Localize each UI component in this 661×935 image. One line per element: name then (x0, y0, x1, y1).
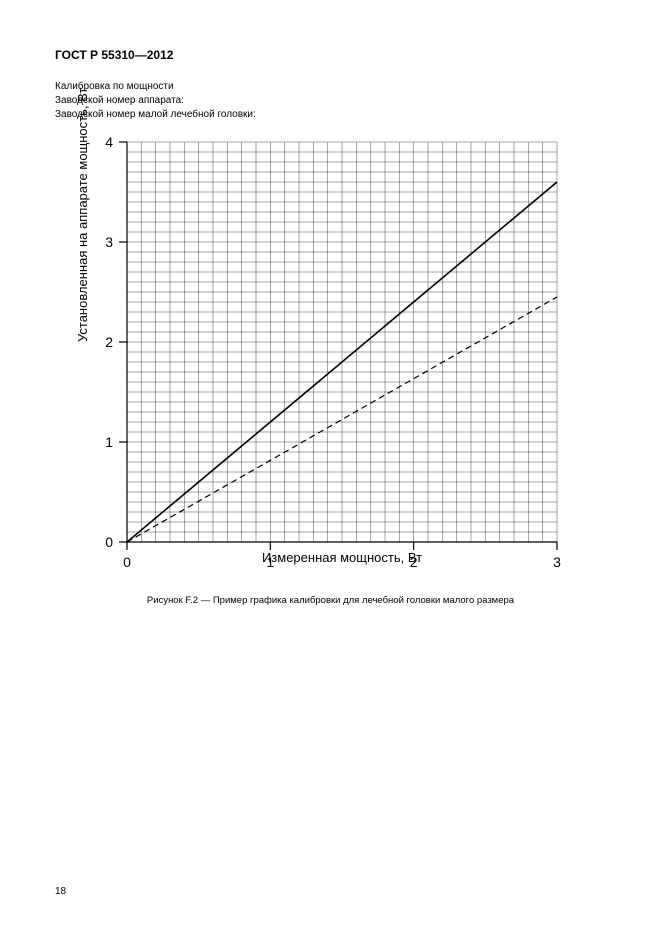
intro-line-2: Заводской номер аппарата: (55, 94, 606, 108)
ytick-label: 3 (105, 234, 113, 250)
xtick-label: 1 (266, 554, 274, 570)
intro-line-1: Калибровка по мощности (55, 80, 606, 94)
x-axis-label: Измеренная мощность, Вт (127, 550, 557, 565)
page-number: 18 (55, 886, 66, 897)
ytick-label: 4 (105, 134, 113, 150)
chart-plot-area: 012340123 (127, 142, 557, 542)
ytick-label: 2 (105, 334, 113, 350)
intro-line-3: Заводской номер малой лечебной головки: (55, 108, 606, 122)
doc-header: ГОСТ Р 55310—2012 (55, 48, 606, 62)
calibration-chart: Установленная на аппарате мощность, Вт 0… (105, 142, 606, 565)
xtick-label: 0 (123, 554, 131, 570)
xtick-label: 2 (410, 554, 418, 570)
chart-svg (127, 142, 557, 542)
y-axis-label: Установленная на аппарате мощность, Вт (75, 88, 90, 342)
figure-caption: Рисунок F.2 — Пример графика калибровки … (55, 595, 606, 606)
xtick-label: 3 (553, 554, 561, 570)
ytick-label: 0 (105, 534, 113, 550)
ytick-label: 1 (105, 434, 113, 450)
